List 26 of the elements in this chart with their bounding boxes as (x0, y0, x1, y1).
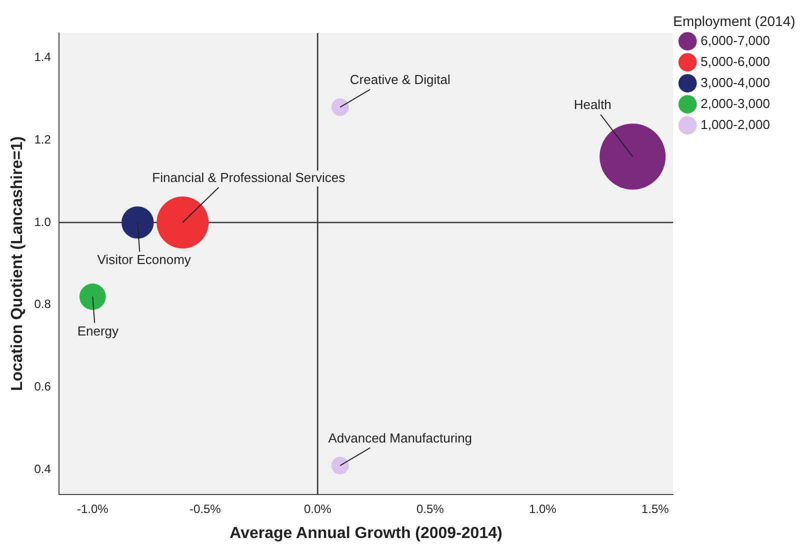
annotation: Creative & Digital (350, 72, 450, 87)
annotation: Energy (77, 323, 119, 338)
x-tick-label: 1.5% (641, 502, 670, 516)
annotation: Financial & Professional Services (152, 170, 346, 186)
y-tick-label: 0.4 (34, 462, 52, 476)
legend-label: 1,000-2,000 (700, 116, 770, 132)
x-tick-label: 0.5% (416, 502, 444, 516)
y-tick-label: 1.4 (34, 50, 52, 64)
x-tick-label: 1.0% (528, 502, 557, 516)
legend-label: 3,000-4,000 (700, 74, 770, 90)
legend-label: 5,000-6,000 (700, 54, 770, 69)
legend-title: Employment (2014) (673, 12, 796, 29)
annotation: Advanced Manufacturing (328, 430, 472, 446)
y-axis-title: Location Quotient (Lancashire=1) (9, 136, 26, 392)
y-tick-label: 1.0 (34, 214, 52, 229)
annotation: Health (574, 97, 612, 112)
y-tick-label: 0.6 (34, 380, 52, 394)
x-tick-label: 0.0% (304, 502, 332, 516)
y-tick-label: 1.2 (34, 132, 52, 146)
x-tick-label: -0.5% (189, 502, 222, 516)
legend-label: 2,000-3,000 (700, 96, 770, 111)
y-tick-label: 0.8 (34, 297, 52, 312)
annotation: Visitor Economy (97, 252, 192, 268)
x-axis-title: Average Annual Growth (2009-2014) (230, 524, 502, 542)
x-tick-label: -1.0% (76, 502, 109, 516)
legend-label: 6,000-7,000 (700, 32, 770, 48)
